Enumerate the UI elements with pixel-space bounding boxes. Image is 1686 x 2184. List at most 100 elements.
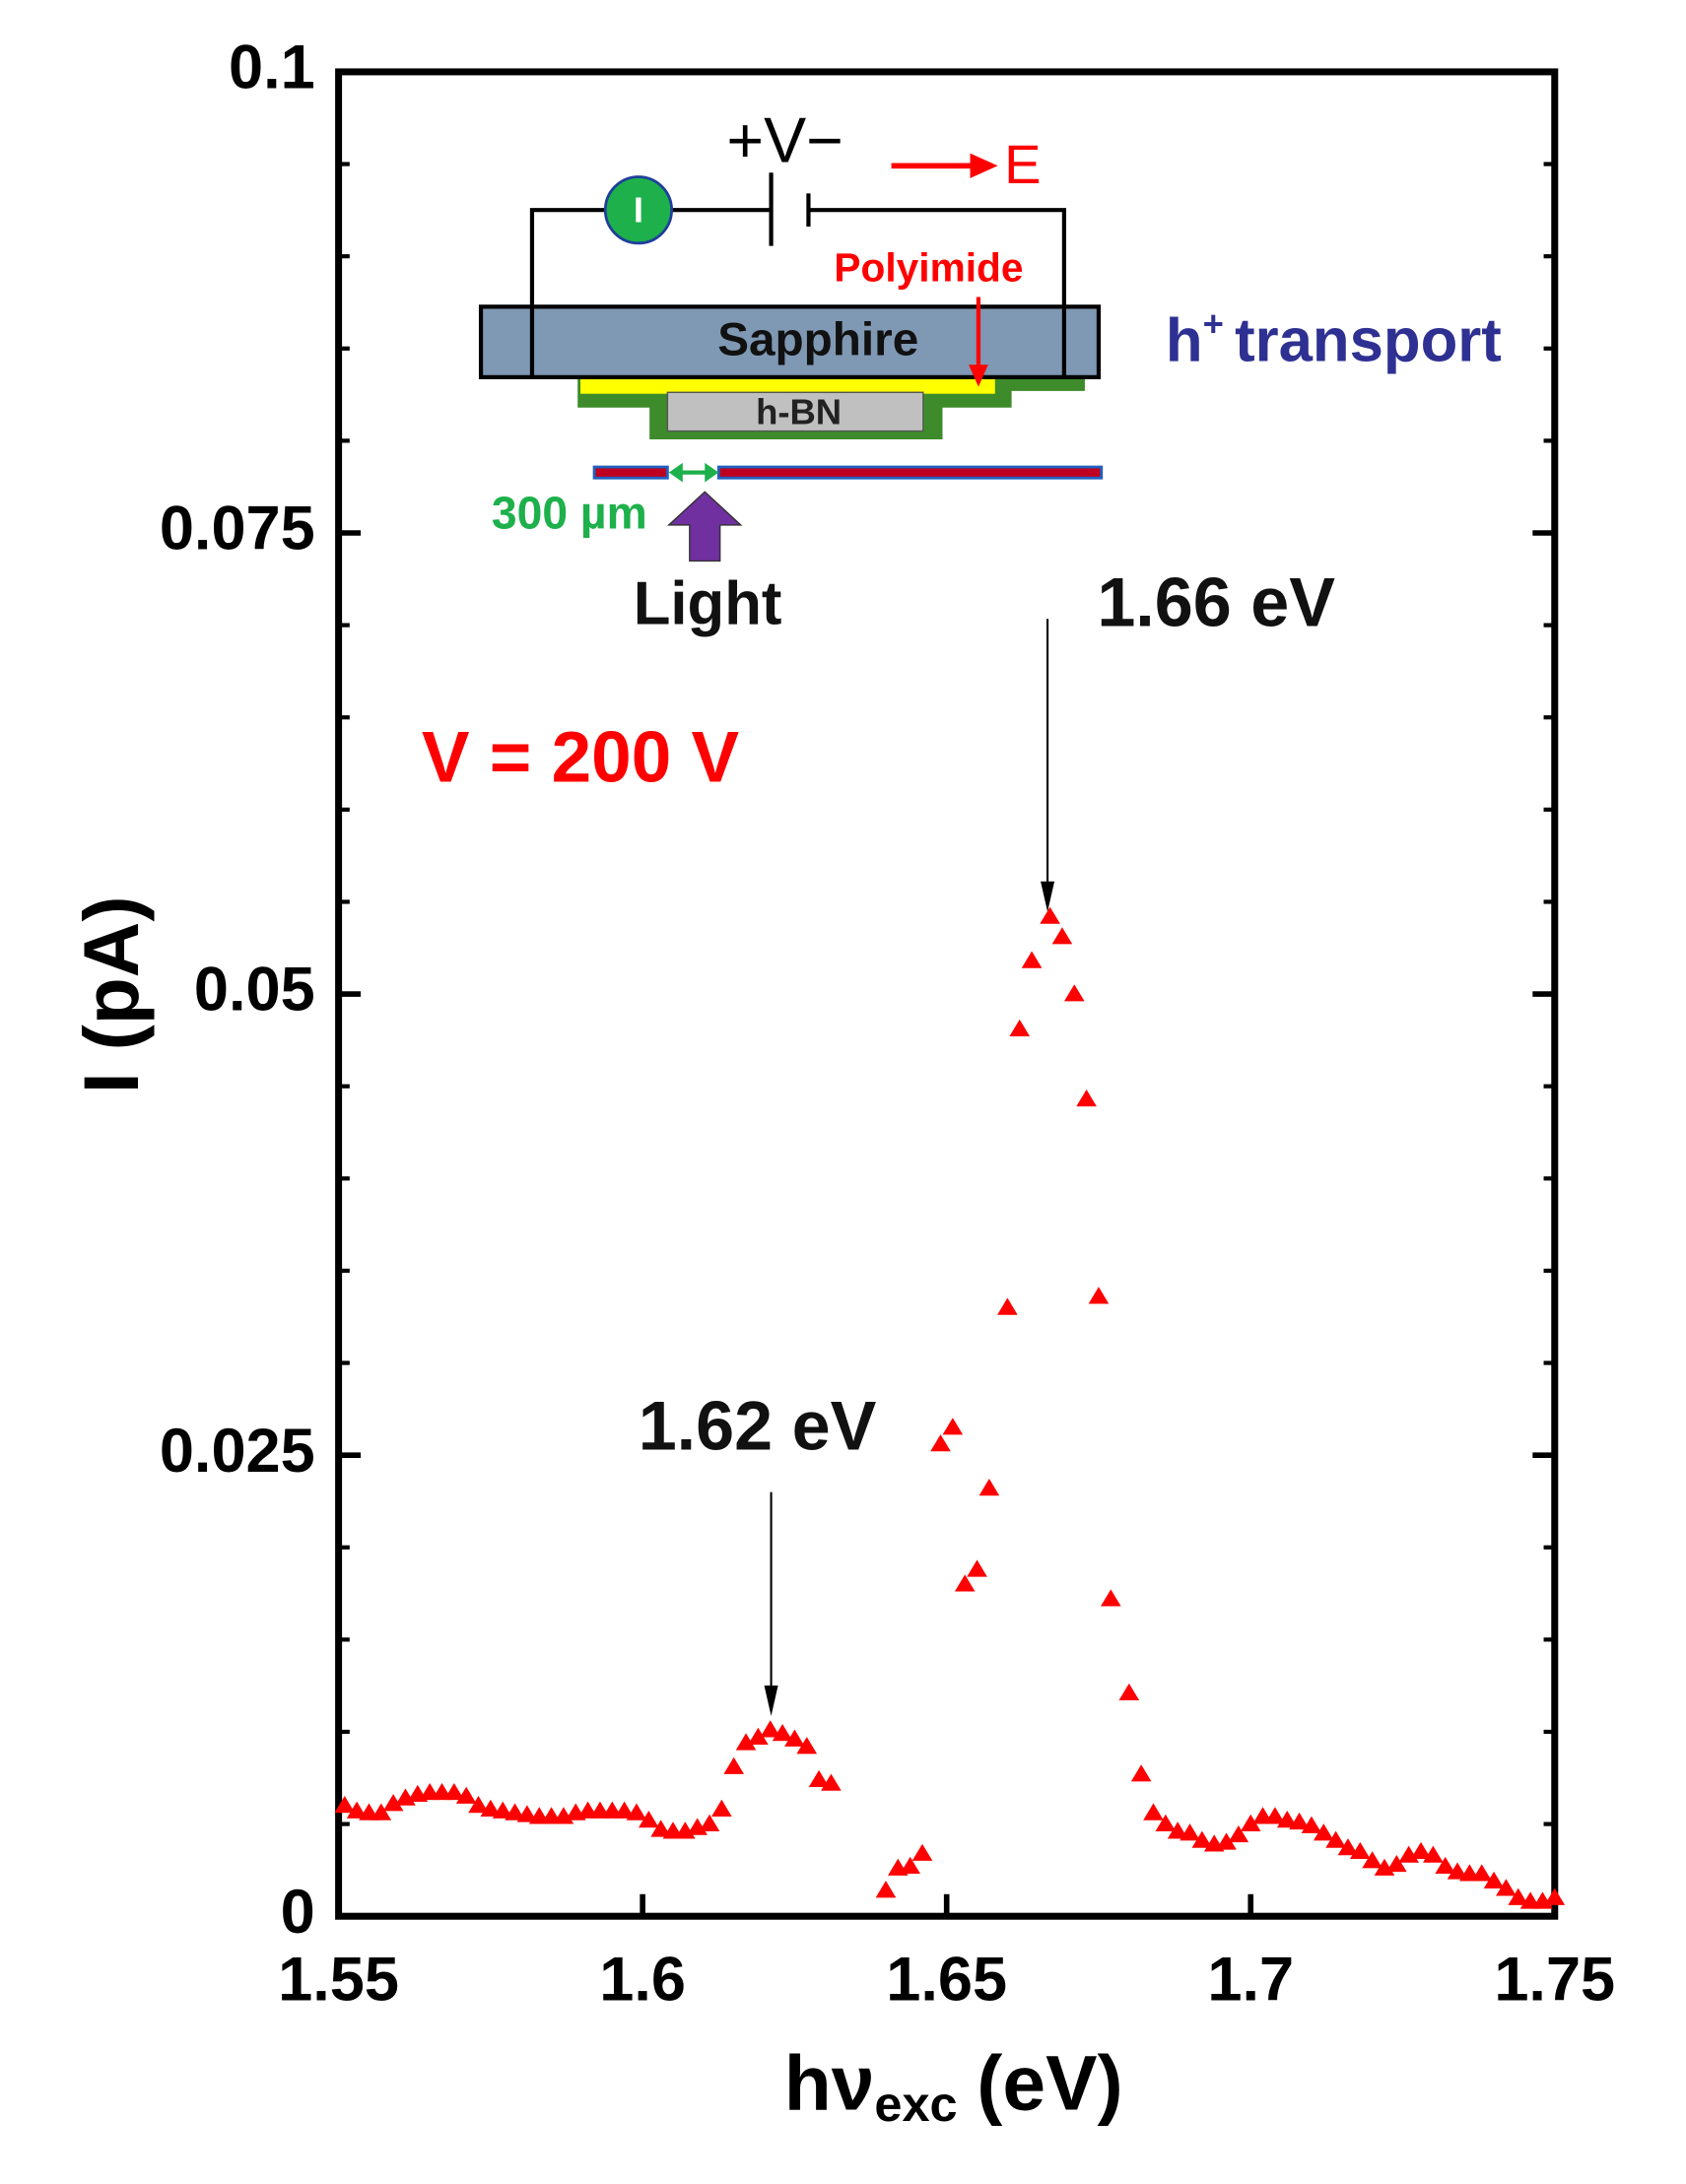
- marker: [1349, 1841, 1371, 1860]
- mask: [716, 465, 1104, 480]
- marker: [1191, 1830, 1213, 1848]
- gap-label: 300 µm: [492, 488, 647, 539]
- marker: [772, 1724, 793, 1742]
- marker: [1483, 1871, 1505, 1888]
- marker: [650, 1820, 671, 1837]
- transport-label: h+ transport: [1166, 303, 1502, 375]
- marker: [1435, 1856, 1455, 1875]
- mask: [592, 465, 669, 480]
- marker: [1423, 1845, 1444, 1863]
- marker: [930, 1434, 951, 1452]
- gap-arrow-head: [705, 462, 719, 483]
- marker: [900, 1856, 920, 1875]
- sapphire-layer: [478, 304, 1102, 379]
- marker: [723, 1756, 745, 1774]
- marker: [505, 1803, 525, 1820]
- marker: [699, 1814, 720, 1831]
- voltage-label: +V−: [726, 104, 843, 175]
- marker: [334, 1796, 356, 1814]
- marker: [760, 1720, 781, 1738]
- peak-arrow-head: [1041, 881, 1055, 912]
- transport: transport: [1235, 307, 1502, 375]
- meter-label: I: [634, 190, 643, 231]
- marker: [639, 1811, 659, 1828]
- marker: [748, 1727, 769, 1745]
- marker: [1180, 1823, 1200, 1841]
- marker: [443, 1782, 465, 1801]
- marker: [711, 1799, 732, 1817]
- y-tick-label: 0.025: [160, 1417, 315, 1486]
- marker: [911, 1843, 933, 1861]
- marker: [1544, 1887, 1566, 1905]
- marker: [1076, 1089, 1097, 1107]
- marker: [1264, 1807, 1286, 1824]
- x-tick-label: 1.7: [1207, 1946, 1294, 2015]
- marker: [1325, 1830, 1346, 1848]
- x-tick-label: 1.75: [1494, 1946, 1615, 2015]
- marker: [942, 1418, 964, 1435]
- wire: [808, 208, 1066, 307]
- polyimide-arrow-head: [969, 364, 988, 387]
- marker: [1508, 1887, 1529, 1905]
- marker: [1362, 1851, 1383, 1869]
- peak-arrow-head: [764, 1685, 778, 1716]
- marker: [455, 1786, 477, 1804]
- x-axis-label: hνexc (eV): [784, 2039, 1123, 2132]
- marker: [1155, 1814, 1177, 1831]
- marker: [1118, 1683, 1140, 1701]
- marker: [1228, 1825, 1249, 1843]
- polyimide-label: Polyimide: [834, 245, 1023, 291]
- peak-label: 1.66 eV: [1097, 564, 1335, 641]
- marker: [1496, 1879, 1517, 1896]
- marker: [784, 1729, 805, 1747]
- meter: [603, 175, 673, 245]
- marker: [1009, 1019, 1031, 1037]
- x-label-main: hν: [784, 2039, 875, 2126]
- light-arrow: [666, 491, 743, 563]
- marker: [1410, 1841, 1432, 1860]
- marker: [1021, 951, 1043, 968]
- marker: [1386, 1854, 1407, 1873]
- x-label-sub: exc: [874, 2076, 957, 2132]
- x-tick-label: 1.6: [599, 1946, 686, 2015]
- peak-label: 1.62 eV: [639, 1387, 877, 1464]
- x-tick-label: 1.55: [278, 1946, 399, 2015]
- marker: [1447, 1862, 1468, 1880]
- gap-arrow-head: [668, 462, 683, 483]
- marker: [1051, 927, 1073, 945]
- condition-label: V = 200 V: [422, 717, 740, 797]
- marker: [1040, 906, 1060, 924]
- marker: [1063, 984, 1085, 1002]
- marker: [735, 1733, 757, 1751]
- marker: [1088, 1287, 1110, 1304]
- marker: [875, 1881, 897, 1898]
- marker: [1289, 1812, 1310, 1830]
- y-axis-label: I (pA): [68, 895, 155, 1093]
- marker: [1130, 1764, 1152, 1782]
- marker: [480, 1799, 502, 1817]
- y-tick-label: 0.1: [229, 33, 315, 102]
- marker: [978, 1479, 1000, 1496]
- marker: [821, 1773, 842, 1791]
- marker: [1240, 1814, 1261, 1831]
- hbn-label: h-BN: [756, 391, 842, 431]
- y-tick-label: 0.075: [160, 495, 315, 563]
- marker: [468, 1796, 489, 1814]
- x-label-unit: (eV): [977, 2039, 1122, 2126]
- marker: [1313, 1823, 1334, 1841]
- carrier: h: [1166, 307, 1203, 375]
- marker: [626, 1803, 647, 1820]
- marker: [1143, 1803, 1164, 1820]
- y-tick-label: 0: [281, 1878, 315, 1947]
- marker: [796, 1737, 818, 1754]
- marker: [1276, 1811, 1298, 1828]
- marker: [346, 1801, 368, 1819]
- marker: [614, 1801, 635, 1819]
- field-arrow-head: [970, 153, 998, 178]
- inset-diagram: I +V− E h-BN Sapphire Polyimide h+ transp…: [478, 104, 1502, 637]
- marker: [492, 1801, 513, 1819]
- marker: [1337, 1838, 1359, 1856]
- marker: [1100, 1589, 1121, 1607]
- hbn-layer: [666, 391, 924, 432]
